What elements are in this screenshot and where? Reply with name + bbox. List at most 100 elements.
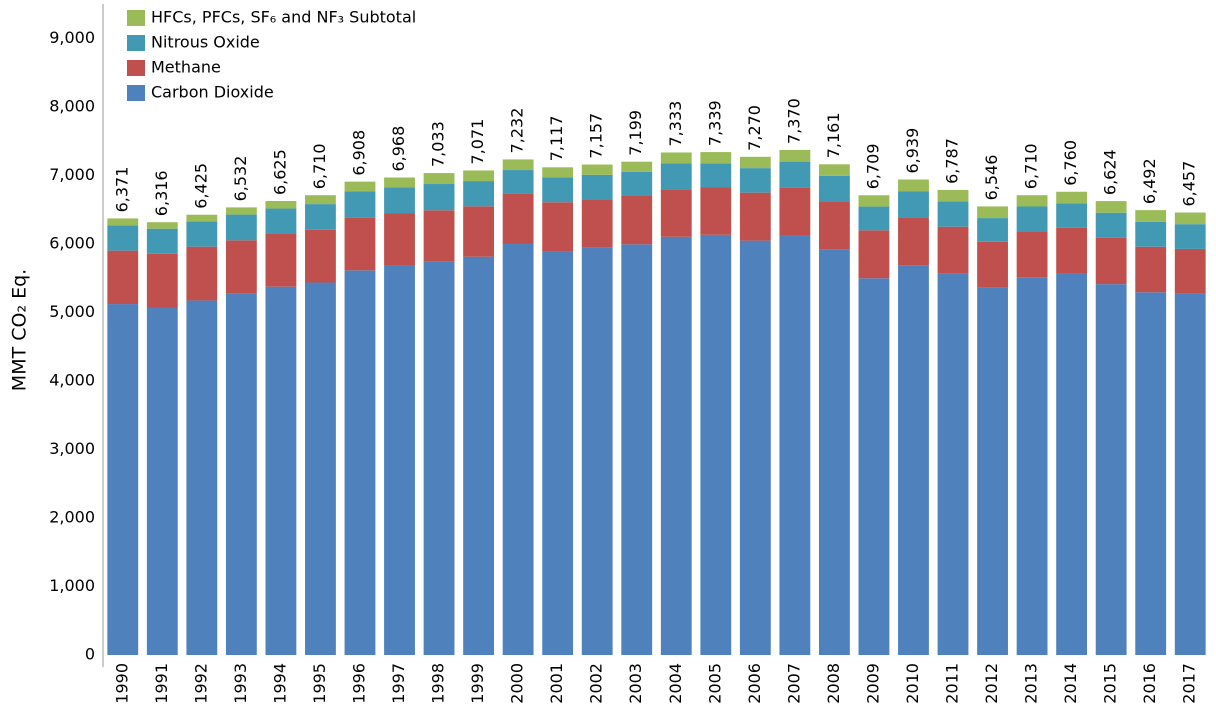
- y-tick-label: 0: [85, 645, 95, 664]
- bar-segment: [423, 184, 455, 211]
- bar-segment: [858, 230, 890, 279]
- bar-segment: [700, 152, 732, 164]
- bar-segment: [463, 170, 495, 182]
- bar-segment: [107, 250, 139, 305]
- legend-label: Methane: [151, 58, 221, 77]
- x-tick-label: 2014: [1061, 663, 1080, 704]
- x-tick-label: 1999: [468, 663, 487, 704]
- bar-segment: [858, 206, 890, 231]
- bar-segment: [700, 187, 732, 235]
- bar-segment: [1174, 224, 1206, 249]
- total-label: 6,787: [943, 138, 962, 184]
- bar-segment: [937, 226, 969, 274]
- y-tick-label: 7,000: [49, 165, 95, 184]
- bar-segment: [384, 177, 415, 188]
- total-label: 6,546: [982, 155, 1001, 201]
- total-label: 7,071: [468, 119, 487, 165]
- bar-segment: [858, 278, 890, 655]
- bar-segment: [660, 152, 692, 164]
- bar-segment: [779, 235, 811, 655]
- bar-segment: [1135, 246, 1167, 293]
- x-tick-label: 2017: [1180, 663, 1199, 704]
- bar-segment: [779, 161, 811, 188]
- y-tick-label: 4,000: [49, 370, 95, 389]
- bar-segment: [107, 218, 139, 226]
- y-tick-label: 9,000: [49, 28, 95, 47]
- bar-segment: [265, 286, 297, 655]
- bar-segment: [344, 181, 376, 192]
- bar-segment: [344, 270, 376, 655]
- bar-segment: [581, 199, 613, 248]
- x-tick-label: 2005: [705, 663, 724, 704]
- legend-swatch: [127, 35, 145, 51]
- x-tick-label: 2010: [903, 663, 922, 704]
- total-label: 7,199: [626, 110, 645, 156]
- x-tick-label: 2008: [824, 663, 843, 704]
- total-label: 6,624: [1101, 149, 1120, 195]
- legend-label: Carbon Dioxide: [151, 83, 274, 102]
- bar-segment: [818, 175, 850, 202]
- x-tick-label: 2007: [784, 663, 803, 704]
- bar-segment: [818, 164, 850, 176]
- total-label: 6,939: [903, 128, 922, 174]
- bar-segment: [858, 195, 890, 207]
- bar-segment: [502, 170, 534, 194]
- bar-segment: [186, 221, 218, 247]
- bar-segment: [463, 206, 495, 257]
- bar-segment: [898, 179, 929, 192]
- x-tick-label: 2011: [943, 663, 962, 704]
- bar-segment: [818, 249, 850, 655]
- bar-segment: [344, 191, 376, 218]
- bar-segment: [225, 240, 257, 294]
- x-tick-label: 1998: [429, 663, 448, 704]
- bar-segment: [384, 265, 415, 655]
- bar-segment: [1095, 212, 1127, 238]
- x-tick-label: 2001: [547, 663, 566, 704]
- x-tick-label: 2013: [1022, 663, 1041, 704]
- bar-segment: [1135, 210, 1167, 222]
- bar-segment: [1174, 248, 1206, 294]
- total-label: 6,492: [1140, 158, 1159, 204]
- legend-swatch: [127, 85, 145, 101]
- bar-segment: [581, 164, 613, 175]
- legend-swatch: [127, 10, 145, 26]
- bar-segment: [146, 253, 178, 308]
- total-label: 6,457: [1180, 161, 1199, 207]
- total-label: 7,161: [824, 112, 843, 158]
- bar-segment: [384, 213, 415, 266]
- total-label: 6,371: [112, 167, 131, 213]
- y-tick-label: 6,000: [49, 233, 95, 252]
- bar-segment: [621, 161, 653, 172]
- total-label: 6,532: [231, 156, 250, 202]
- bar-segment: [1095, 201, 1127, 213]
- x-tick-label: 2002: [587, 663, 606, 704]
- bar-segment: [937, 273, 969, 655]
- bar-segment: [1095, 237, 1127, 285]
- bar-segment: [423, 210, 455, 262]
- bar-segment: [225, 207, 257, 215]
- bar-segment: [1174, 293, 1206, 655]
- bar-segment: [1016, 231, 1048, 278]
- bar-segment: [700, 163, 732, 188]
- bar-segment: [1174, 212, 1206, 225]
- bar-segment: [146, 222, 178, 229]
- bar-segment: [660, 163, 692, 190]
- total-label: 6,760: [1061, 140, 1080, 186]
- bar-segment: [265, 208, 297, 234]
- bar-segment: [384, 187, 415, 214]
- y-tick-label: 3,000: [49, 439, 95, 458]
- total-label: 6,908: [349, 130, 368, 176]
- y-tick-label: 8,000: [49, 96, 95, 115]
- y-tick-label: 5,000: [49, 302, 95, 321]
- total-label: 7,370: [784, 98, 803, 144]
- bar-segment: [660, 236, 692, 656]
- x-tick-label: 2015: [1101, 663, 1120, 704]
- bar-segment: [146, 228, 178, 254]
- bar-segment: [621, 244, 653, 656]
- bar-segment: [977, 218, 1008, 242]
- bar-segment: [1135, 221, 1167, 247]
- bar-segment: [186, 246, 218, 301]
- bar-segment: [581, 174, 613, 200]
- total-label: 6,709: [863, 143, 882, 189]
- bar-segment: [542, 202, 574, 252]
